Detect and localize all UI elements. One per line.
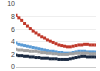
svg-text:0: 0 bbox=[11, 63, 15, 70]
svg-text:4: 4 bbox=[11, 38, 15, 45]
svg-text:6: 6 bbox=[11, 26, 15, 33]
svg-text:10: 10 bbox=[7, 0, 15, 7]
svg-text:2: 2 bbox=[11, 51, 15, 58]
svg-text:8: 8 bbox=[11, 13, 15, 20]
